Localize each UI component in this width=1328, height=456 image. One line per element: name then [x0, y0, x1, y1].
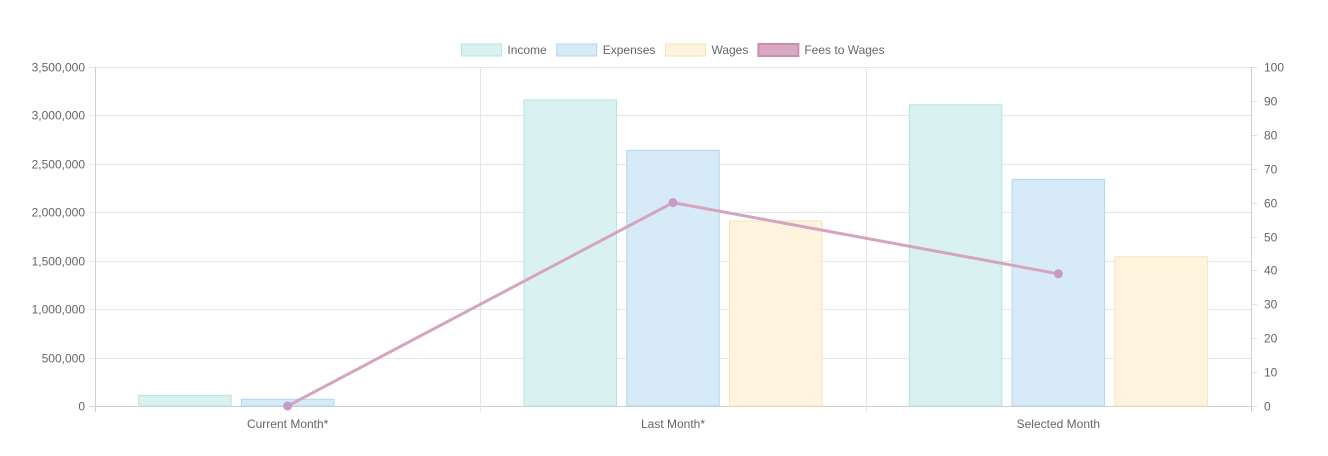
y-left-tick-label: 500,000 [42, 352, 86, 366]
y-left-tick-label: 3,500,000 [32, 61, 86, 75]
y-right-tick-label: 10 [1264, 366, 1278, 380]
y-right-tick-label: 0 [1264, 400, 1271, 414]
bar-wages [1114, 256, 1208, 407]
y-left-tick-label: 2,500,000 [32, 158, 86, 172]
y-right-tick-label: 60 [1264, 197, 1278, 211]
x-category-label: Current Month* [247, 417, 329, 431]
line-point [1053, 269, 1063, 279]
y-left-tick-label: 1,500,000 [32, 255, 86, 269]
legend-label-income: Income [507, 43, 547, 57]
y-left-tick-label: 2,000,000 [32, 206, 86, 220]
y-right-tick-label: 90 [1264, 95, 1278, 109]
line-point [668, 198, 678, 208]
legend-swatch-fees-to-wages [757, 43, 800, 57]
bar-wages [729, 220, 823, 407]
y-right-tick-label: 50 [1264, 231, 1278, 245]
y-right-tick-label: 20 [1264, 332, 1278, 346]
y-left-tick-label: 1,000,000 [32, 303, 86, 317]
y-right-tick-label: 40 [1264, 264, 1278, 278]
bar-expenses [626, 149, 720, 407]
legend-label-wages: Wages [711, 43, 748, 57]
bar-income [138, 394, 232, 407]
x-category-label: Selected Month [1017, 417, 1100, 431]
y-right-tick-label: 100 [1264, 61, 1284, 75]
legend-label-expenses: Expenses [603, 43, 656, 57]
bars [138, 99, 1208, 407]
y-left-tick-label: 0 [78, 400, 85, 414]
y-left-tick-label: 3,000,000 [32, 109, 86, 123]
legend-swatch-income [460, 43, 502, 57]
y-right-tick-label: 30 [1264, 298, 1278, 312]
bar-income [523, 99, 617, 407]
legend-swatch-expenses [556, 43, 598, 57]
line-point [283, 401, 293, 411]
legend: Income Expenses Wages Fees to Wages [460, 43, 885, 57]
line-series [283, 198, 1063, 411]
axes: 0 500,000 1,000,000 1,500,000 2,000,000 2,500… [32, 61, 1285, 432]
bar-expenses [1011, 178, 1106, 407]
y-right-tick-label: 70 [1264, 163, 1278, 177]
x-category-label: Last Month* [641, 417, 705, 431]
y-right-tick-label: 80 [1264, 129, 1278, 143]
legend-swatch-wages [664, 43, 706, 57]
legend-label-fees-to-wages: Fees to Wages [804, 43, 884, 57]
